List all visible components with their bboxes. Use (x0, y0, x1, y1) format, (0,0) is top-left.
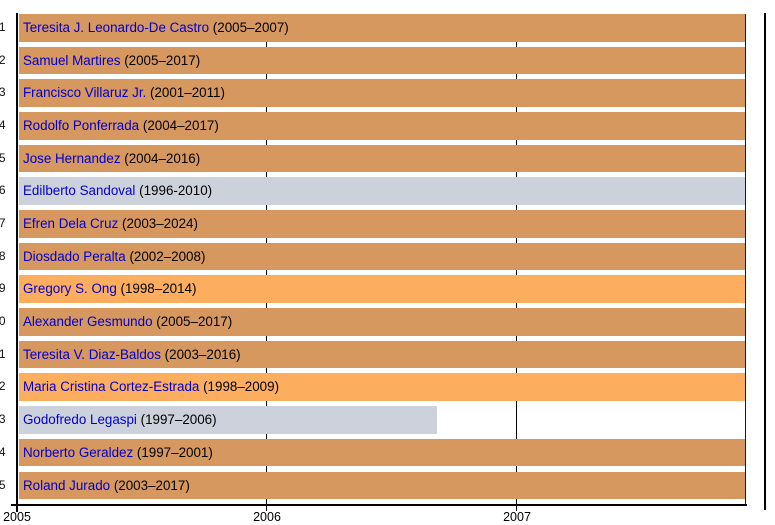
term-years: (2003–2016) (160, 346, 241, 362)
justice-name-link[interactable]: Godofredo Legaspi (23, 412, 137, 428)
row-number: 4 (0, 118, 6, 133)
term-years: (2005–2017) (152, 314, 233, 330)
bar-label: Samuel Martires (2005–2017) (23, 47, 200, 75)
justice-name-link[interactable]: Efren Dela Cruz (23, 216, 119, 232)
justice-name-link[interactable]: Samuel Martires (23, 52, 121, 68)
term-bar (19, 308, 745, 336)
row-number: 2 (0, 52, 6, 67)
term-bar (19, 177, 745, 205)
term-bar (19, 46, 745, 75)
justice-name-link[interactable]: Edilberto Sandoval (23, 183, 136, 199)
justice-name-link[interactable]: Norberto Geraldez (23, 444, 134, 460)
x-axis-tick-label: 2007 (503, 509, 531, 524)
row-number: 9 (0, 281, 6, 296)
term-bar (19, 406, 437, 434)
bar-label: Rodolfo Ponferrada (2004–2017) (23, 112, 219, 140)
term-bar (19, 275, 745, 304)
gridline-2005-axis (16, 13, 18, 512)
timeline-row: 7 Efren Dela Cruz (2003–2024) (0, 210, 775, 238)
justice-name-link[interactable]: Roland Jurado (23, 477, 111, 493)
bar-label: Alexander Gesmundo (2005–2017) (23, 308, 232, 336)
timeline-row: 9 Gregory S. Ong (1998–2014) (0, 275, 775, 304)
term-bar (19, 373, 745, 402)
row-number: 14 (0, 444, 6, 459)
term-years: (2005–2007) (209, 20, 289, 35)
timeline-row: 12 Maria Cristina Cortez-Estrada (1998–20… (0, 373, 775, 402)
term-bar (19, 340, 745, 369)
timeline-row: 14 Norberto Geraldez (1997–2001) (0, 438, 775, 467)
row-number: 3 (0, 85, 6, 100)
justice-name-link[interactable]: Teresita V. Diaz-Baldos (23, 346, 161, 362)
term-bar (19, 144, 745, 173)
x-axis-line (11, 504, 747, 506)
timeline-row: 10 Alexander Gesmundo (2005–2017) (0, 308, 775, 336)
term-years: (2004–2016) (120, 150, 201, 166)
row-number: 5 (0, 150, 6, 165)
term-bar (19, 14, 745, 42)
timeline-row: 6 Edilberto Sandoval (1996-2010) (0, 177, 775, 205)
term-bar (19, 112, 745, 140)
justice-name-link[interactable]: Maria Cristina Cortez-Estrada (23, 379, 200, 395)
timeline-row: 13 Godofredo Legaspi (1997–2006) (0, 406, 775, 434)
bar-label: Francisco Villaruz Jr. (2001–2011) (23, 79, 225, 107)
term-years: (2003–2024) (118, 216, 198, 232)
bar-label: Teresita J. Leonardo-De Castro (2005–200… (23, 14, 289, 42)
term-years: (2005–2017) (120, 52, 201, 68)
bar-label: Diosdado Peralta (2002–2008) (23, 243, 205, 271)
term-bar (19, 79, 745, 107)
row-number: 10 (0, 314, 6, 329)
row-number: 8 (0, 248, 6, 263)
term-years: (1998–2009) (199, 379, 280, 395)
timeline-row: 5 Jose Hernandez (2004–2016) (0, 144, 775, 173)
row-number: 12 (0, 379, 6, 394)
timeline-row: 8 Diosdado Peralta (2002–2008) (0, 242, 775, 271)
bar-label: Edilberto Sandoval (1996-2010) (23, 177, 212, 205)
row-number: 11 (0, 346, 6, 361)
justice-name-link[interactable]: Gregory S. Ong (23, 281, 117, 297)
bar-label: Teresita V. Diaz-Baldos (2003–2016) (23, 341, 241, 369)
x-axis-tick-label: 2006 (253, 509, 281, 524)
bar-label: Norberto Geraldez (1997–2001) (23, 439, 213, 467)
row-number: 13 (0, 412, 6, 427)
bar-label: Roland Jurado (2003–2017) (23, 472, 190, 500)
justice-name-link[interactable]: Diosdado Peralta (23, 248, 126, 264)
plot-right-border (744, 14, 747, 505)
term-bar (19, 210, 745, 238)
right-edge-gridline (764, 13, 766, 510)
justice-name-link[interactable]: Alexander Gesmundo (23, 314, 153, 330)
term-years: (1997–2006) (136, 412, 217, 428)
term-bar (19, 438, 745, 467)
term-years: (2002–2008) (125, 248, 206, 264)
term-years: (2004–2017) (139, 118, 219, 134)
term-years: (2001–2011) (146, 85, 225, 101)
timeline-row: 15 Roland Jurado (2003–2017) (0, 471, 775, 500)
term-years: (1996-2010) (135, 183, 213, 199)
justice-name-link[interactable]: Teresita J. Leonardo-De Castro (23, 20, 210, 35)
justice-name-link[interactable]: Jose Hernandez (23, 150, 121, 166)
timeline-row: 4 Rodolfo Ponferrada (2004–2017) (0, 112, 775, 140)
timeline-row: 3 Francisco Villaruz Jr. (2001–2011) (0, 79, 775, 107)
timeline-row: 2 Samuel Martires (2005–2017) (0, 46, 775, 75)
bar-label: Gregory S. Ong (1998–2014) (23, 275, 196, 303)
row-number: 15 (0, 477, 6, 492)
term-years: (2003–2017) (110, 477, 190, 493)
term-years: (1997–2001) (133, 444, 213, 460)
x-axis-tick-label: 2005 (3, 509, 31, 524)
term-bar (19, 242, 745, 271)
bar-label: Efren Dela Cruz (2003–2024) (23, 210, 198, 238)
bar-label: Jose Hernandez (2004–2016) (23, 145, 200, 173)
row-number: 1 (0, 20, 6, 34)
term-bar (19, 471, 745, 500)
bar-label: Godofredo Legaspi (1997–2006) (23, 406, 217, 434)
bar-label: Maria Cristina Cortez-Estrada (1998–2009… (23, 373, 279, 401)
row-number: 6 (0, 183, 6, 198)
justice-name-link[interactable]: Francisco Villaruz Jr. (23, 85, 147, 101)
timeline-row: 1 Teresita J. Leonardo-De Castro (2005–20… (0, 14, 775, 42)
timeline-row: 11 Teresita V. Diaz-Baldos (2003–2016) (0, 340, 775, 369)
term-years: (1998–2014) (116, 281, 197, 297)
row-number: 7 (0, 216, 6, 231)
justice-name-link[interactable]: Rodolfo Ponferrada (23, 118, 140, 134)
